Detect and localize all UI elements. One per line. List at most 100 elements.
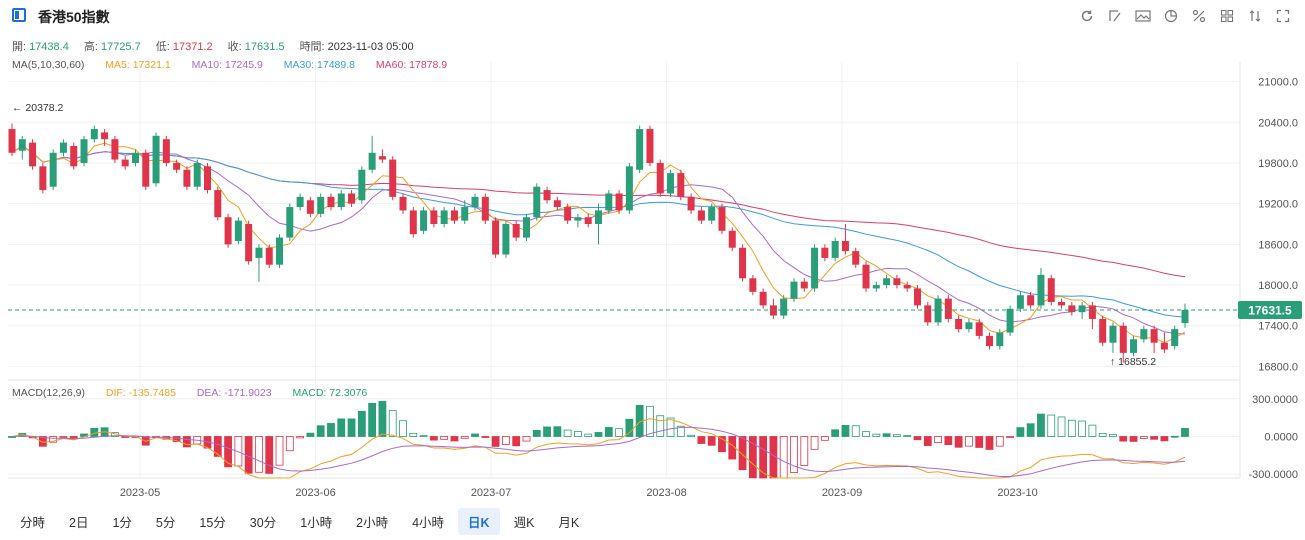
candle-body bbox=[1027, 295, 1035, 306]
macd-bar bbox=[872, 433, 881, 437]
candle-body bbox=[667, 173, 675, 194]
candle-body bbox=[553, 200, 561, 208]
y-tick-label: 17400.0 bbox=[1258, 321, 1298, 333]
macd-bar bbox=[38, 436, 47, 447]
time-value: 2023-11-03 05:00 bbox=[327, 41, 414, 53]
period-tab-10[interactable]: 週K bbox=[513, 516, 535, 530]
period-tab-2[interactable]: 1分 bbox=[112, 516, 132, 530]
ma-legend: MA(5,10,30,60) MA5: 17321.1 MA10: 17245.… bbox=[12, 59, 465, 71]
macd-bar bbox=[275, 436, 284, 466]
period-tab-3[interactable]: 5分 bbox=[155, 516, 176, 530]
macd-bar bbox=[687, 434, 696, 437]
candle-body bbox=[903, 285, 911, 289]
candle-body bbox=[883, 278, 891, 286]
candle-body bbox=[677, 173, 685, 197]
macd-bar bbox=[512, 436, 521, 447]
candle-body bbox=[224, 217, 232, 245]
dea-line bbox=[11, 426, 1186, 477]
macd-bar bbox=[800, 436, 809, 466]
period-tab-0[interactable]: 分時 bbox=[20, 516, 46, 530]
period-tab-5[interactable]: 30分 bbox=[249, 516, 277, 530]
candle-body bbox=[1160, 342, 1168, 350]
candle-body bbox=[615, 193, 623, 211]
candle-body bbox=[204, 166, 211, 191]
period-tab-7[interactable]: 2小時 bbox=[356, 516, 389, 530]
macd-bar bbox=[460, 436, 469, 439]
candle-body bbox=[492, 220, 500, 255]
period-tab-1[interactable]: 2日 bbox=[69, 516, 89, 530]
candle-body bbox=[780, 298, 788, 316]
candle-body bbox=[80, 139, 88, 163]
macd-legend: MACD(12,26,9) DIF: -135.7485 DEA: -171.9… bbox=[12, 387, 385, 399]
period-tab-4[interactable]: 15分 bbox=[199, 516, 226, 530]
macd-bar bbox=[419, 435, 428, 437]
macd-bar bbox=[553, 426, 562, 437]
macd-bar bbox=[810, 436, 819, 450]
low-value: 17371.2 bbox=[172, 41, 213, 53]
macd-bar bbox=[327, 423, 335, 437]
macd-bar bbox=[862, 431, 870, 437]
candle-body bbox=[193, 162, 201, 187]
candle-body bbox=[286, 207, 294, 238]
draw-icon[interactable] bbox=[1105, 6, 1125, 26]
candle-body bbox=[306, 200, 314, 214]
macd-bar bbox=[255, 436, 263, 473]
macd-bar bbox=[471, 433, 479, 437]
macd-bar bbox=[265, 436, 274, 474]
candle-body bbox=[1099, 318, 1107, 343]
macd-bar bbox=[646, 405, 654, 437]
candle-body bbox=[90, 129, 98, 140]
candle-body bbox=[852, 251, 860, 265]
macd-bar bbox=[656, 415, 665, 437]
refresh-icon[interactable] bbox=[1077, 6, 1097, 26]
period-tab-6[interactable]: 1小時 bbox=[300, 516, 333, 530]
candle-body bbox=[502, 224, 510, 255]
top-bar: 香港50指數 bbox=[0, 0, 1305, 32]
candle-body bbox=[39, 166, 47, 191]
candle-body bbox=[646, 129, 654, 163]
dif-value: DIF: -135.7485 bbox=[105, 387, 176, 399]
candle-body bbox=[584, 217, 592, 224]
candle-body bbox=[986, 335, 993, 347]
image-icon[interactable] bbox=[1133, 6, 1153, 26]
macd-bar bbox=[718, 436, 726, 453]
macd-bar bbox=[738, 436, 747, 471]
macd-bar bbox=[1078, 420, 1087, 437]
candle-body bbox=[389, 159, 397, 197]
candle-body bbox=[276, 237, 284, 265]
ma10-value: MA10: 17245.9 bbox=[191, 59, 263, 71]
candle-body bbox=[1171, 329, 1179, 347]
macd-bar bbox=[1160, 436, 1169, 442]
period-tab-9[interactable]: 日K bbox=[458, 508, 500, 535]
grid-icon[interactable] bbox=[1217, 6, 1237, 26]
ma30-value: MA30: 17489.8 bbox=[283, 59, 355, 71]
macd-bar bbox=[337, 418, 346, 437]
percent-icon[interactable] bbox=[1189, 6, 1209, 26]
macd-bar bbox=[913, 436, 922, 441]
candle-body bbox=[368, 152, 376, 170]
candle-body bbox=[625, 166, 633, 211]
period-tab-11[interactable]: 月K bbox=[558, 516, 580, 530]
sort-icon[interactable] bbox=[1245, 6, 1265, 26]
macd-bar bbox=[995, 436, 1004, 447]
period-tab-8[interactable]: 4小時 bbox=[412, 516, 445, 530]
macd-bar bbox=[954, 436, 963, 448]
macd-bar bbox=[625, 418, 634, 437]
candle-body bbox=[255, 247, 263, 258]
candle-body bbox=[821, 247, 829, 258]
open-value: 17438.4 bbox=[29, 41, 69, 53]
candle-body bbox=[378, 156, 386, 160]
candle-body bbox=[749, 278, 757, 292]
macd-bar bbox=[532, 429, 541, 437]
y-tick-label: 19200.0 bbox=[1258, 199, 1298, 211]
pie-icon[interactable] bbox=[1161, 6, 1181, 26]
instrument-title: 香港50指數 bbox=[38, 9, 110, 25]
fullscreen-icon[interactable] bbox=[1273, 6, 1293, 26]
candle-body bbox=[121, 159, 129, 167]
macd-bar bbox=[388, 410, 397, 437]
candle-body bbox=[430, 210, 438, 224]
candle-body bbox=[183, 169, 191, 187]
dif-line bbox=[11, 418, 1186, 479]
macd-bar bbox=[1047, 414, 1056, 437]
